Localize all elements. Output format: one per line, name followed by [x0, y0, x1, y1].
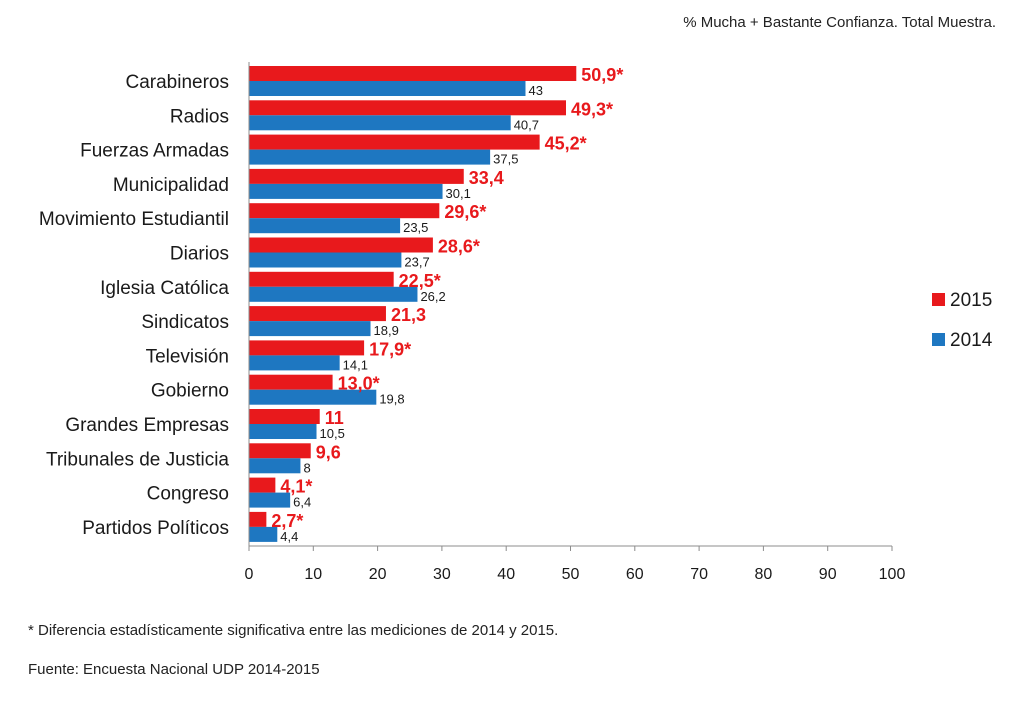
bar-2014 [249, 115, 511, 131]
data-label-2015: 50,9* [581, 65, 623, 85]
category-label: Sindicatos [141, 312, 229, 333]
data-label-2015: 13,0* [338, 374, 380, 394]
category-label: Partidos Políticos [82, 518, 229, 539]
data-label-2015: 33,4 [469, 168, 504, 188]
bar-2014 [249, 218, 401, 234]
data-label-2014: 10,5 [320, 426, 345, 441]
bar-2015 [249, 443, 311, 459]
data-label-2014: 19,8 [379, 392, 404, 407]
legend-label-2015: 2015 [950, 290, 992, 311]
data-label-2014: 6,4 [293, 495, 311, 510]
legend-swatch-2014 [932, 333, 945, 346]
category-label: Tribunales de Justicia [46, 449, 229, 470]
data-label-2015: 21,3 [391, 305, 426, 325]
bar-2014 [249, 492, 291, 508]
bar-2014 [249, 183, 443, 199]
chart-footnote: * Diferencia estadísticamente significat… [28, 622, 559, 639]
bar-2014 [249, 458, 301, 474]
legend-label-2014: 2014 [950, 330, 993, 351]
x-tick-label: 60 [626, 566, 644, 583]
data-label-2014: 40,7 [514, 117, 539, 132]
bar-2014 [249, 389, 377, 405]
bar-2014 [249, 424, 317, 439]
bar-2015 [249, 409, 320, 424]
data-label-2015: 11 [325, 408, 344, 428]
bar-2015 [249, 134, 540, 150]
data-label-2015: 28,6* [438, 237, 480, 257]
bar-2014 [249, 526, 278, 542]
data-label-2014: 18,9 [374, 323, 399, 338]
category-label: Gobierno [151, 381, 229, 402]
category-label: Iglesia Católica [100, 278, 229, 299]
bar-2015 [249, 237, 433, 253]
data-label-2015: 22,5* [399, 271, 441, 291]
data-label-2014: 14,1 [343, 357, 368, 372]
data-label-2015: 49,3* [571, 99, 613, 119]
legend-swatch-2015 [932, 293, 945, 306]
data-label-2015: 2,7* [271, 511, 303, 531]
chart-subtitle: % Mucha + Bastante Confianza. Total Mues… [683, 14, 996, 31]
category-label: Televisión [146, 346, 229, 367]
bar-2014 [249, 321, 371, 337]
data-label-2014: 30,1 [446, 186, 471, 201]
data-label-2015: 4,1* [280, 477, 312, 497]
data-label-2014: 4,4 [280, 529, 298, 544]
x-tick-label: 90 [819, 566, 837, 583]
data-label-2014: 23,5 [403, 220, 428, 235]
bar-2015 [249, 374, 333, 390]
category-label: Radios [170, 106, 229, 127]
x-tick-label: 10 [304, 566, 322, 583]
bar-2014 [249, 355, 340, 371]
category-label: Carabineros [126, 72, 230, 93]
x-tick-label: 50 [562, 566, 580, 583]
bar-2014 [249, 81, 526, 96]
bar-2015 [249, 477, 276, 493]
x-tick-label: 0 [245, 566, 254, 583]
bar-2015 [249, 511, 267, 527]
category-label: Movimiento Estudiantil [39, 209, 229, 230]
bar-2014 [249, 286, 418, 302]
bar-2015 [249, 100, 566, 116]
x-tick-label: 30 [433, 566, 451, 583]
data-label-2014: 37,5 [493, 152, 518, 167]
x-tick-label: 70 [690, 566, 708, 583]
data-label-2014: 26,2 [420, 289, 445, 304]
data-label-2015: 45,2* [545, 134, 587, 154]
bar-2014 [249, 149, 491, 165]
bar-2014 [249, 252, 402, 268]
x-tick-label: 40 [497, 566, 515, 583]
data-label-2015: 29,6* [444, 202, 486, 222]
bar-2015 [249, 66, 577, 81]
category-label: Congreso [147, 484, 229, 505]
category-label: Grandes Empresas [65, 415, 229, 436]
bar-2015 [249, 168, 464, 184]
bar-2015 [249, 340, 365, 356]
data-label-2015: 17,9* [369, 339, 411, 359]
category-label: Municipalidad [113, 175, 229, 196]
data-label-2014: 43 [528, 83, 542, 98]
bar-2015 [249, 203, 440, 219]
chart-source: Fuente: Encuesta Nacional UDP 2014-2015 [28, 661, 320, 678]
bar-chart: Carabineros 50,9* 43 Radios 49,3* 40,7 Fuerzas… [39, 62, 993, 583]
category-label: Diarios [170, 244, 229, 265]
x-tick-label: 20 [369, 566, 387, 583]
bar-2015 [249, 306, 386, 322]
data-label-2014: 8 [303, 460, 310, 475]
x-tick-label: 80 [755, 566, 773, 583]
data-label-2015: 9,6 [316, 442, 341, 462]
category-label: Fuerzas Armadas [80, 141, 229, 162]
bar-2015 [249, 271, 394, 287]
x-tick-label: 100 [879, 566, 906, 583]
data-label-2014: 23,7 [404, 255, 429, 270]
